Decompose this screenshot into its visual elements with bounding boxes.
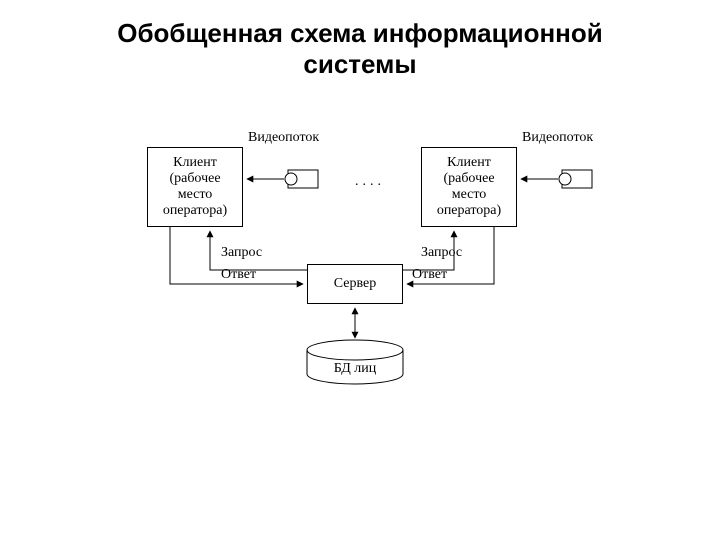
diagram-canvas: Клиент (рабочее место оператора) Клиент … [0,0,720,540]
db-label: БД лиц [334,361,377,376]
arrow-server-client2 [403,231,454,270]
arrow-server-client1 [210,231,307,270]
db-cylinder: БД лиц [307,340,403,384]
arrow-client1-server [170,227,303,284]
camera-2-icon [559,170,592,188]
camera-1-icon [285,170,318,188]
arrow-client2-server [407,227,494,284]
diagram-svg: БД лиц [0,0,720,540]
